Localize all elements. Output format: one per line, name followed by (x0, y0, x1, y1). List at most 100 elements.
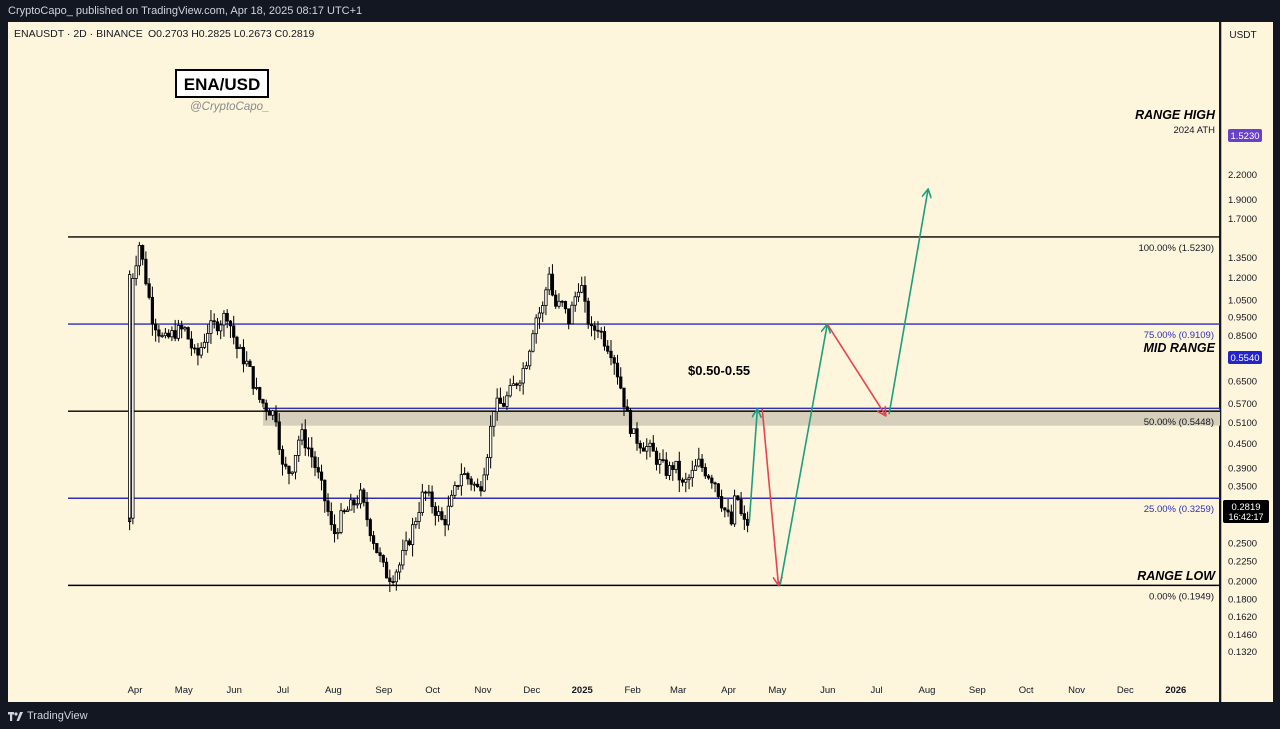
mid-range-badge (1228, 351, 1262, 364)
green-projection-arrow[interactable] (888, 189, 928, 415)
candle (394, 569, 398, 591)
x-tick-label: May (768, 685, 786, 696)
candle (222, 310, 226, 337)
candle (391, 575, 395, 586)
candle (297, 435, 301, 462)
candle (254, 377, 259, 391)
candle (489, 415, 493, 469)
candle (147, 278, 151, 300)
y-tick-label: 0.3500 (1228, 482, 1257, 493)
candle (446, 495, 450, 531)
publish-bar: CryptoCapo_ published on TradingView.com… (0, 0, 1280, 22)
x-tick-label: Jun (820, 685, 835, 696)
candle (745, 511, 750, 533)
candle (274, 405, 278, 427)
candle (612, 354, 616, 375)
candle (524, 361, 529, 370)
candle (511, 375, 516, 386)
x-tick-label: Jun (227, 685, 242, 696)
y-tick-label: 1.0500 (1228, 295, 1257, 306)
x-tick-label: Jul (277, 685, 289, 696)
candle (264, 399, 268, 421)
candle (628, 408, 633, 438)
countdown-text: 16:42:17 (1228, 512, 1263, 522)
candle (384, 557, 389, 579)
candle (563, 300, 568, 314)
candle (183, 325, 187, 332)
candle (397, 562, 402, 580)
candle (622, 387, 626, 416)
candle (680, 477, 685, 487)
candle (719, 489, 724, 512)
candle (355, 495, 359, 509)
fib-level-label: 100.00% (1.5230) (1138, 243, 1214, 254)
footer-brand: TradingView (27, 710, 88, 722)
candle (459, 463, 463, 496)
candle (674, 460, 678, 474)
candle (245, 351, 249, 367)
candle (615, 354, 620, 385)
candle (267, 408, 272, 416)
candle (440, 507, 444, 521)
range-high-badge (1228, 129, 1262, 142)
range-high-badge-text: 1.5230 (1230, 131, 1259, 142)
x-tick-label: Apr (128, 685, 143, 696)
candle (443, 514, 447, 537)
green-projection-arrow[interactable] (779, 324, 827, 586)
candle (427, 484, 431, 497)
red-projection-arrow[interactable] (761, 408, 778, 585)
candle (469, 476, 473, 491)
candle (137, 242, 141, 276)
candle (541, 301, 545, 323)
candle (693, 459, 698, 471)
candle (170, 326, 174, 342)
candle (261, 398, 265, 408)
candle (638, 440, 642, 454)
candle (463, 467, 467, 476)
candle (306, 437, 311, 457)
mid-range-badge-text: 0.5540 (1230, 353, 1259, 364)
candle (144, 251, 148, 286)
y-tick-label: 0.3900 (1228, 463, 1257, 474)
author-handle: @CryptoCapo_ (190, 101, 269, 113)
tradingview-logo[interactable]: TradingView (8, 710, 88, 722)
candle (241, 339, 246, 373)
candle (739, 491, 743, 516)
candle (215, 318, 220, 336)
candle (508, 378, 512, 398)
publish-text: CryptoCapo_ published on TradingView.com… (8, 5, 363, 17)
candle (654, 447, 659, 471)
candle (547, 267, 551, 296)
candle (732, 489, 737, 527)
candle (736, 495, 740, 502)
candle (336, 528, 340, 540)
candle (410, 517, 415, 557)
y-tick-label: 1.2000 (1228, 273, 1257, 284)
candle (534, 314, 538, 344)
candle (492, 411, 496, 437)
x-tick-label: Oct (1019, 685, 1034, 696)
candle (401, 539, 405, 570)
candle (378, 547, 382, 563)
candle (593, 321, 597, 340)
green-projection-arrow[interactable] (748, 409, 757, 523)
chart-svg[interactable]: 100.00% (1.5230) 75.00% (0.9109) 50.00% (0… (0, 0, 1280, 702)
candle (368, 517, 372, 542)
candle (375, 543, 379, 554)
candle (648, 439, 652, 458)
candle (232, 315, 236, 345)
candle (645, 438, 649, 460)
candle (248, 359, 252, 367)
candle (381, 554, 385, 568)
candle (703, 463, 707, 479)
red-projection-arrow[interactable] (826, 323, 886, 416)
symbol-info: ENAUSDT · 2D · BINANCE (14, 28, 143, 40)
y-tick-label: 0.1800 (1228, 594, 1257, 605)
y-tick-label: 0.1320 (1228, 647, 1257, 658)
x-tick-label: Nov (1068, 685, 1085, 696)
candle (502, 396, 506, 408)
candle (206, 324, 210, 353)
candle (303, 419, 307, 456)
candle (602, 326, 607, 351)
candle (167, 329, 171, 339)
